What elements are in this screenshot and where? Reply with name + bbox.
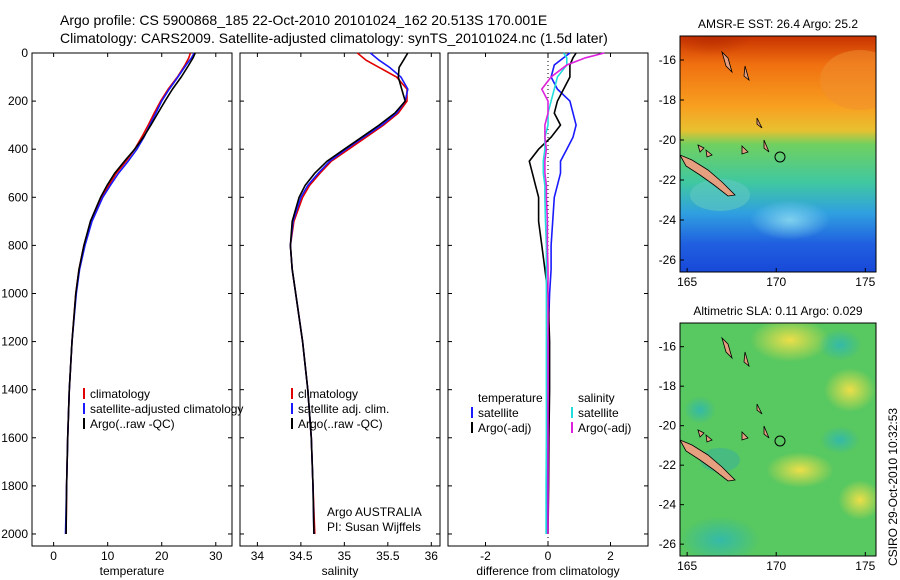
x-tick-label: 165 [677, 559, 697, 573]
sst-land-new-caledonia [680, 154, 736, 197]
y-tick-label: -16 [659, 340, 677, 354]
panel-frame [31, 52, 233, 547]
legend-entry: climatology [90, 387, 150, 401]
map-panel-1: AMSR-E SST: 26.4 Argo: 25.2 165 170 175 -16 -… [659, 17, 877, 289]
legend-entry: Argo(..raw -QC) [90, 417, 175, 431]
y-tick-label: 1400 [1, 383, 28, 397]
series-line [289, 52, 409, 535]
y-tick-label: -24 [659, 213, 677, 227]
legend-entry: satellite-adjusted climatology [90, 402, 243, 416]
y-tick-label: -24 [659, 498, 677, 512]
x-tick-label: 2 [607, 549, 614, 563]
x-tick-label: 20 [155, 549, 169, 563]
sla-argo-marker [774, 435, 786, 447]
x-tick-label: 35 [338, 549, 352, 563]
sst-map-field [680, 36, 876, 272]
map-frame [679, 35, 877, 273]
y-tick-label: -20 [659, 419, 677, 433]
series-line [528, 52, 577, 535]
map-title: AMSR-E SST: 26.4 Argo: 25.2 [698, 17, 858, 31]
legend-entry: satellite [578, 406, 619, 420]
sla-map-field [680, 323, 876, 556]
legend-entry: Argo(-adj) [578, 421, 631, 435]
series-line [65, 52, 192, 535]
x-tick-label: 0 [50, 549, 57, 563]
y-tick-label: -26 [659, 253, 677, 267]
chart-title-line1: Argo profile: CS 5900868_185 22-Oct-2010… [60, 12, 548, 28]
sst-land-vanuatu [697, 50, 770, 158]
x-axis-label: temperature [100, 564, 165, 578]
y-tick-label: 0 [21, 46, 28, 60]
x-tick-label: 175 [855, 275, 875, 289]
y-tick-label: 2000 [1, 527, 28, 541]
series-line [542, 52, 568, 534]
series-line [540, 52, 605, 534]
x-tick-label: 34.5 [289, 549, 313, 563]
x-tick-label: 175 [855, 559, 875, 573]
argo-program-label: Argo AUSTRALIA [327, 505, 422, 519]
y-tick-label: 1800 [1, 479, 28, 493]
x-axis-label: salinity [322, 564, 359, 578]
sla-land-new-caledonia [680, 439, 736, 482]
x-tick-label: 30 [209, 549, 223, 563]
legend-header-temperature: temperature [478, 391, 543, 405]
x-tick-label: 0 [545, 549, 552, 563]
y-tick-label: -22 [659, 458, 677, 472]
sst-argo-marker [774, 151, 786, 163]
map-panel-2: Altimetric SLA: 0.11 Argo: 0.029 165 170 17… [659, 304, 877, 573]
y-tick-label: 1000 [1, 286, 28, 300]
y-tick-label: 800 [8, 238, 28, 252]
x-tick-label: -2 [480, 549, 491, 563]
sla-land-vanuatu [697, 336, 770, 443]
series-line [289, 52, 409, 535]
x-tick-label: 10 [101, 549, 115, 563]
side-timestamp-label: CSIRO 29-Oct-2010 10:32:53 [886, 407, 900, 566]
y-tick-label: 400 [8, 142, 28, 156]
profile-panel-2: 34 34.5 35 35.5 36 salinity climatologysatelli… [239, 52, 441, 578]
legend-entry: climatology [298, 387, 358, 401]
legend-entry: satellite [478, 406, 519, 420]
x-tick-label: 34 [251, 549, 265, 563]
y-tick-label: 1600 [1, 431, 28, 445]
map-frame [679, 322, 877, 557]
legend-header-salinity: salinity [578, 391, 615, 405]
series-line [64, 52, 195, 535]
x-tick-label: 170 [766, 559, 786, 573]
x-tick-label: 35.5 [376, 549, 400, 563]
y-tick-label: 1200 [1, 335, 28, 349]
series-line [65, 52, 196, 535]
y-tick-label: -18 [659, 379, 677, 393]
chart-title-line2: Climatology: CARS2009. Satellite-adjuste… [60, 30, 608, 46]
legend-entry: satellite adj. clim. [298, 402, 389, 416]
y-tick-label: -16 [659, 53, 677, 67]
y-tick-label: -20 [659, 133, 677, 147]
x-tick-label: 36 [425, 549, 439, 563]
series-line [289, 52, 408, 535]
profile-panel-1: 0 10 20 30 temperature 0 200 400 600 800 1000 1200 1… [1, 46, 243, 578]
y-tick-label: -26 [659, 537, 677, 551]
argo-pi-label: PI: Susan Wijffels [327, 520, 421, 534]
legend-entry: Argo(..raw -QC) [298, 417, 383, 431]
x-tick-label: 165 [677, 275, 697, 289]
y-tick-label: -18 [659, 93, 677, 107]
y-tick-label: 200 [8, 94, 28, 108]
y-tick-label: -22 [659, 173, 677, 187]
legend-entry: Argo(-adj) [478, 421, 531, 435]
x-axis-label: difference from climatology [476, 564, 619, 578]
panel-frame [239, 52, 441, 547]
map-title: Altimetric SLA: 0.11 Argo: 0.029 [693, 304, 863, 318]
x-tick-label: 170 [766, 275, 786, 289]
y-tick-label: 600 [8, 190, 28, 204]
